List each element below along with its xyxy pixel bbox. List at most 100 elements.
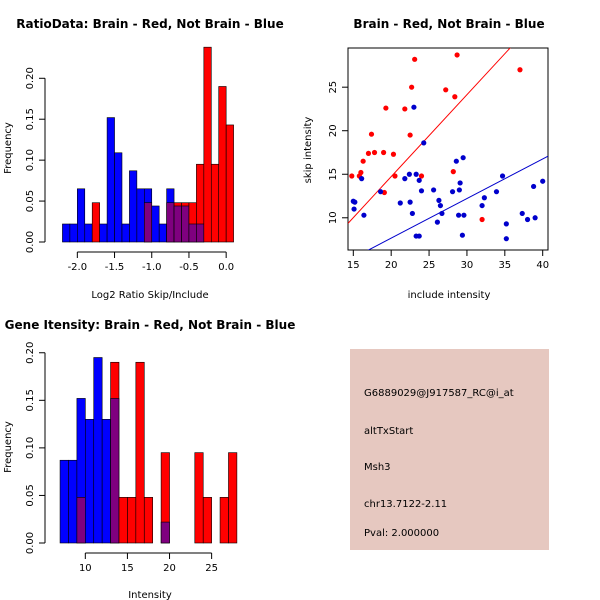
scatter-point-not-brain xyxy=(351,206,357,212)
intensity-y-tick-label: 0.20 xyxy=(25,342,36,364)
ratio-bar-overlap xyxy=(166,202,175,243)
scatter-axes: 15 20 25 30 35 40 10 15 20 25 xyxy=(328,81,549,271)
ratio-y-tick-label: 0.10 xyxy=(25,149,36,171)
scatter-point-not-brain xyxy=(461,212,467,218)
scatter-point-not-brain xyxy=(449,189,456,195)
ratio-bar-overlap xyxy=(144,202,153,243)
ratio-bar-not-brain xyxy=(151,205,160,243)
intensity-bar-overlap xyxy=(160,521,170,544)
scatter-x-tick-label: 25 xyxy=(423,260,436,271)
ratio-y-tick-label: 0.00 xyxy=(25,231,36,253)
scatter-point-not-brain xyxy=(532,215,538,221)
scatter-point-brain xyxy=(365,150,372,156)
intensity-bar-brain xyxy=(194,452,204,544)
scatter-point-not-brain xyxy=(540,178,546,184)
ratio-axes: -2.0 -1.5 -1.0 -0.5 0.0 0.00 0.05 0.10 0.15 0.20 xyxy=(25,67,234,273)
intensity-bar-overlap xyxy=(110,398,120,544)
scatter-point-not-brain xyxy=(524,216,531,223)
scatter-y-axis-label: skip intensity xyxy=(303,117,314,184)
scatter-point-brain xyxy=(407,132,413,138)
ratio-bar-not-brain xyxy=(77,188,86,243)
intensity-bar-not-brain xyxy=(93,357,103,544)
ratio-bar-brain xyxy=(225,124,234,243)
scatter-x-tick-label: 40 xyxy=(536,260,549,271)
scatter-point-not-brain xyxy=(431,187,437,193)
ratio-bar-brain xyxy=(210,163,220,243)
scatter-point-brain xyxy=(412,56,418,62)
scatter-point-brain xyxy=(402,106,408,112)
ratio-x-tick-label: -0.5 xyxy=(179,262,199,273)
ratio-x-tick-label: -1.5 xyxy=(105,262,125,273)
intensity-histogram-panel: Gene Itensity: Brain - Red, Not Brain - … xyxy=(3,318,295,600)
scatter-point-brain xyxy=(368,131,375,137)
ratio-x-tick-label: -1.0 xyxy=(142,262,162,273)
scatter-point-brain xyxy=(418,173,425,179)
ratio-y-axis-label: Frequency xyxy=(3,122,14,174)
intensity-y-tick-label: 0.05 xyxy=(25,484,36,506)
intensity-bar-brain xyxy=(127,497,137,544)
intensity-bar-brain xyxy=(228,452,238,544)
ratio-bar-not-brain xyxy=(114,152,123,243)
intensity-bar-overlap xyxy=(76,497,86,544)
intensity-axes: 10 15 20 25 0.00 0.05 0.10 0.15 0.20 xyxy=(25,342,218,574)
scatter-point-not-brain xyxy=(499,173,506,179)
scatter-point-not-brain xyxy=(352,199,358,205)
scatter-point-not-brain xyxy=(361,212,367,218)
scatter-point-brain xyxy=(450,169,456,175)
scatter-point-not-brain xyxy=(416,177,422,183)
ratio-bar-overlap xyxy=(181,205,190,243)
scatter-point-not-brain xyxy=(493,189,500,195)
scatter-point-not-brain xyxy=(453,158,459,164)
scatter-marks xyxy=(348,48,548,250)
ratio-x-tick-label: -2.0 xyxy=(68,262,88,273)
scatter-point-not-brain xyxy=(456,212,462,218)
intensity-bar-not-brain xyxy=(59,459,69,544)
scatter-point-not-brain xyxy=(439,210,445,217)
ratio-bar-not-brain xyxy=(62,223,71,243)
ratio-bar-not-brain xyxy=(121,223,130,243)
probe-id-text: G6889029@J917587_RC@i_at xyxy=(364,388,514,399)
scatter-point-not-brain xyxy=(479,202,485,209)
info-panel-background xyxy=(350,349,549,550)
scatter-point-brain xyxy=(452,94,458,100)
ratio-y-tick-label: 0.15 xyxy=(25,108,36,130)
ratio-bar-not-brain xyxy=(158,223,167,243)
ratio-bar-not-brain xyxy=(84,223,93,243)
ratio-bar-brain xyxy=(218,86,227,243)
scatter-point-not-brain xyxy=(413,171,419,177)
scatter-point-not-brain xyxy=(459,232,465,238)
scatter-point-not-brain xyxy=(421,140,427,146)
scatter-point-brain xyxy=(360,158,366,164)
intensity-bar-brain xyxy=(219,497,229,544)
ratio-bar-not-brain xyxy=(99,223,108,243)
scatter-point-not-brain xyxy=(407,199,413,205)
intensity-bar-brain xyxy=(118,497,128,544)
intensity-y-tick-label: 0.10 xyxy=(25,437,36,459)
ratio-bar-not-brain xyxy=(129,170,138,243)
intensity-bars xyxy=(59,357,238,544)
scatter-y-tick-label: 10 xyxy=(328,211,339,224)
scatter-point-not-brain xyxy=(503,221,509,227)
scatter-point-not-brain xyxy=(406,171,412,177)
intensity-x-tick-label: 10 xyxy=(79,563,92,574)
scatter-x-tick-label: 35 xyxy=(498,260,511,271)
scatter-x-axis-label: include intensity xyxy=(408,290,491,301)
scatter-point-brain xyxy=(409,84,415,90)
intensity-x-tick-label: 20 xyxy=(163,563,176,574)
scatter-point-brain xyxy=(479,216,485,223)
ratio-bar-brain xyxy=(203,46,212,243)
intensity-x-tick-label: 15 xyxy=(121,563,134,574)
ratio-bar-not-brain xyxy=(69,223,78,243)
scatter-plot-box xyxy=(347,47,549,251)
intensity-bar-brain xyxy=(202,497,212,544)
scatter-panel: Brain - Red, Not Brain - Blue 15 20 25 30 35… xyxy=(303,17,549,301)
ratio-y-tick-label: 0.20 xyxy=(25,67,36,89)
scatter-point-not-brain xyxy=(359,176,365,182)
ratio-bar-brain xyxy=(91,202,100,243)
scatter-point-not-brain xyxy=(434,219,440,225)
scatter-point-brain xyxy=(358,169,364,176)
scatter-fit-line-not-brain xyxy=(367,155,548,250)
intensity-bar-brain xyxy=(135,361,145,544)
scatter-point-not-brain xyxy=(437,202,444,209)
